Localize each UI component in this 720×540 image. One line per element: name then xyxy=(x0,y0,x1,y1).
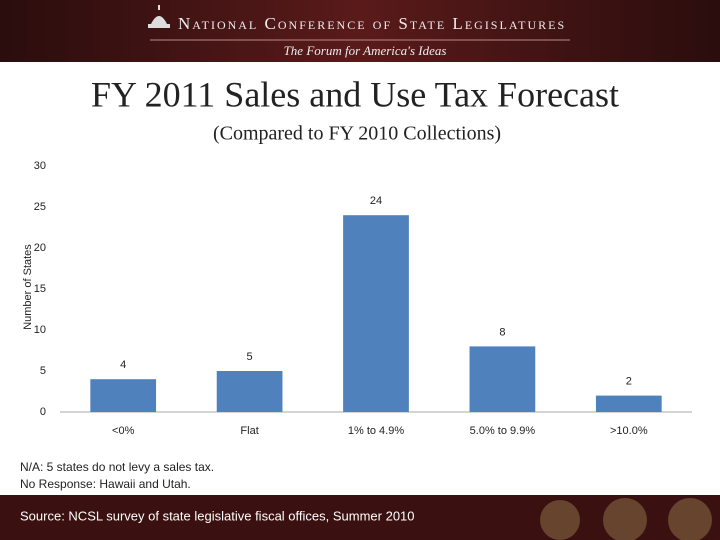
note: N/A: 5 states do not levy a sales tax. xyxy=(20,460,214,474)
x-tick-label: >10.0% xyxy=(610,425,648,437)
bar xyxy=(90,379,157,412)
footer-band xyxy=(0,495,720,540)
bar xyxy=(595,395,662,412)
org-name: National Conference of State Legislature… xyxy=(178,14,566,33)
bar xyxy=(216,371,283,412)
x-tick-label: 5.0% to 9.9% xyxy=(470,425,536,437)
y-tick-label: 5 xyxy=(40,365,46,377)
y-tick-label: 15 xyxy=(34,283,46,295)
bar xyxy=(469,346,536,412)
y-tick-label: 25 xyxy=(34,201,46,213)
data-label: 5 xyxy=(247,351,253,363)
y-tick-label: 10 xyxy=(34,324,46,336)
bar xyxy=(343,215,409,412)
x-tick-label: <0% xyxy=(112,425,135,437)
y-tick-label: 20 xyxy=(34,242,46,254)
y-tick-label: 30 xyxy=(34,160,46,172)
y-tick-label: 0 xyxy=(40,406,46,418)
y-axis-label: Number of States xyxy=(22,244,34,330)
data-label: 8 xyxy=(499,326,505,338)
header-band xyxy=(0,0,720,62)
tagline: The Forum for America's Ideas xyxy=(284,43,447,58)
note: No Response: Hawaii and Utah. xyxy=(20,477,191,491)
dome-images xyxy=(540,498,712,540)
data-label: 4 xyxy=(120,359,126,371)
data-label: 24 xyxy=(370,195,382,207)
x-tick-label: 1% to 4.9% xyxy=(348,425,404,437)
dome-icon xyxy=(148,5,170,28)
source: Source: NCSL survey of state legislative… xyxy=(20,508,415,523)
chart-subtitle: (Compared to FY 2010 Collections) xyxy=(213,123,501,145)
x-tick-label: Flat xyxy=(240,425,258,437)
data-label: 2 xyxy=(626,376,632,388)
chart-title: FY 2011 Sales and Use Tax Forecast xyxy=(91,74,619,114)
